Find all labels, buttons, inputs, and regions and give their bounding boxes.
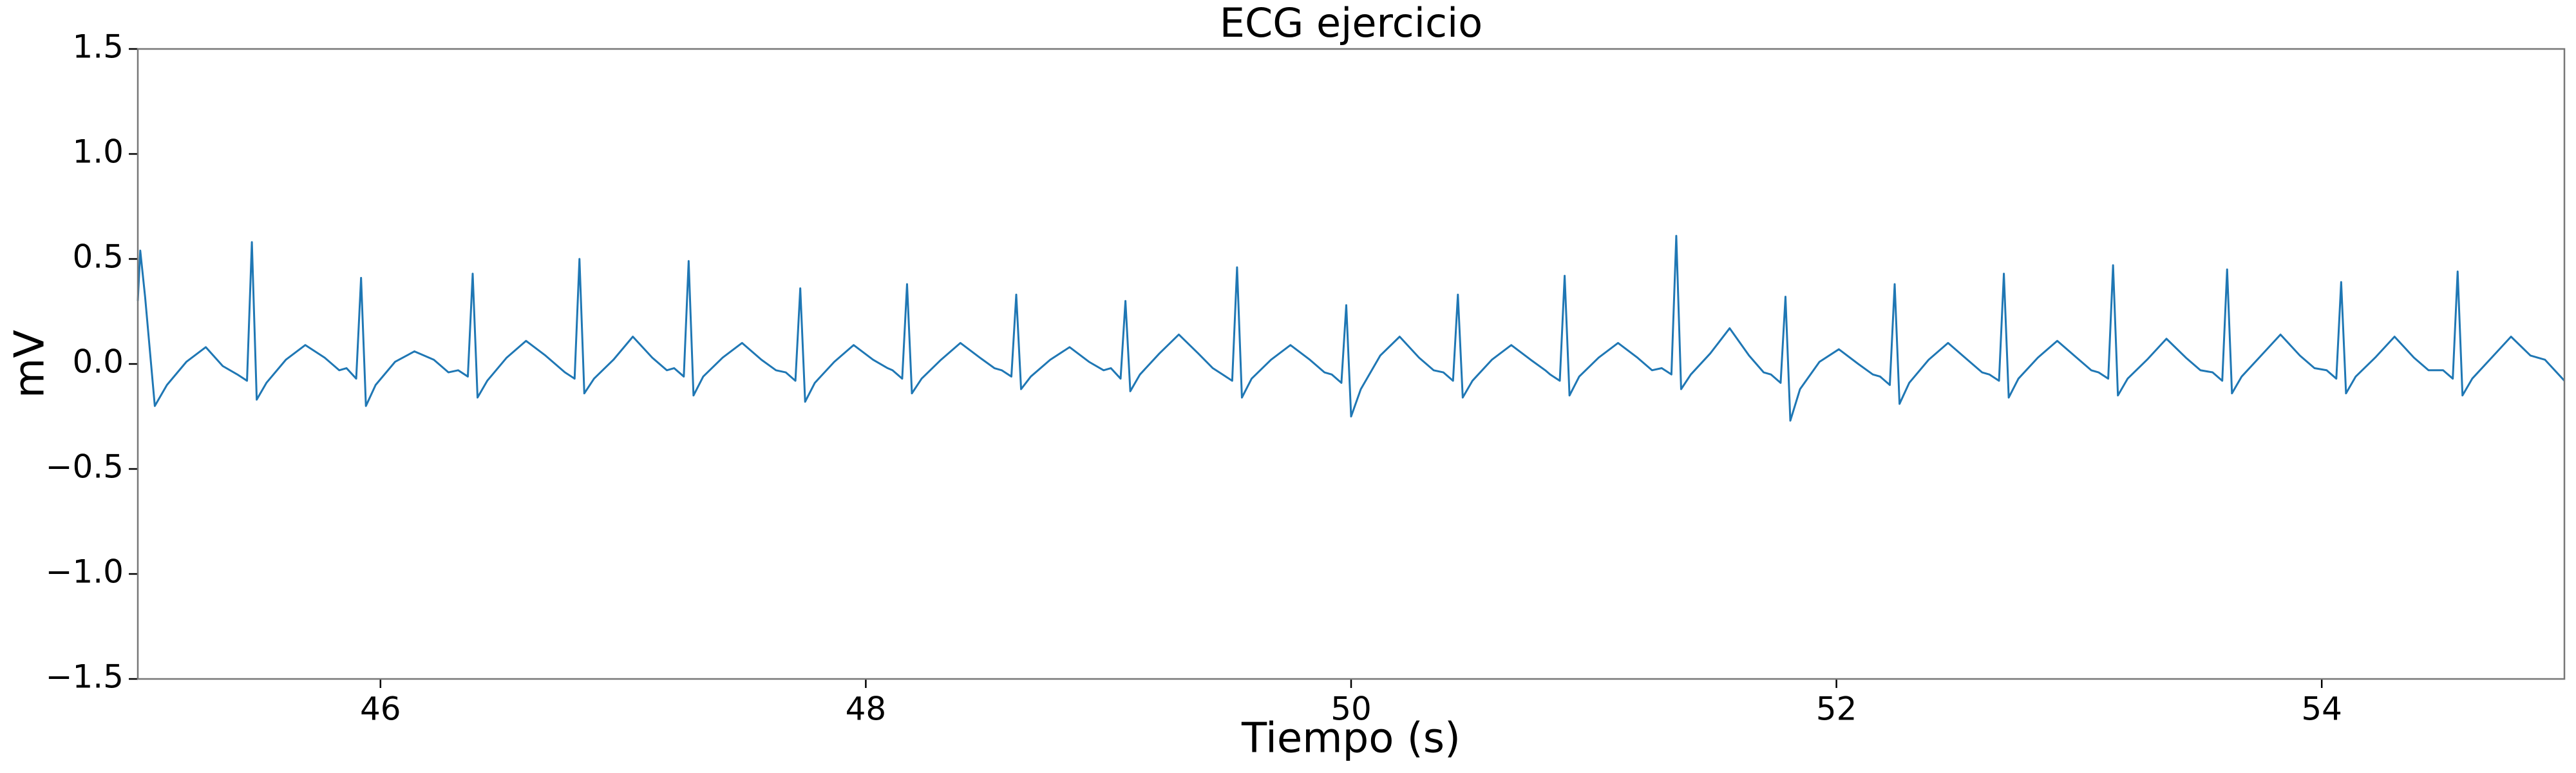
chart-title: ECG ejercicio <box>1220 0 1482 46</box>
x-axis-label: Tiempo (s) <box>1241 715 1461 763</box>
x-tick-label: 52 <box>1816 691 1857 728</box>
y-tick-label: 1.5 <box>72 28 124 66</box>
y-tick-label: −0.5 <box>46 448 124 486</box>
y-tick-label: −1.5 <box>46 658 124 696</box>
x-tick-label: 46 <box>360 691 401 728</box>
x-tick-label: 54 <box>2301 691 2342 728</box>
x-tick-label: 48 <box>846 691 887 728</box>
y-tick-label: −1.0 <box>46 553 124 591</box>
y-tick-label: 0.0 <box>72 343 124 381</box>
ecg-line <box>137 234 2566 422</box>
plot-frame <box>137 48 2566 680</box>
y-tick-label: 0.5 <box>72 238 124 276</box>
x-tick-label: 50 <box>1331 691 1372 728</box>
y-tick-label: 1.0 <box>72 133 124 171</box>
y-axis-label: mV <box>6 330 54 398</box>
